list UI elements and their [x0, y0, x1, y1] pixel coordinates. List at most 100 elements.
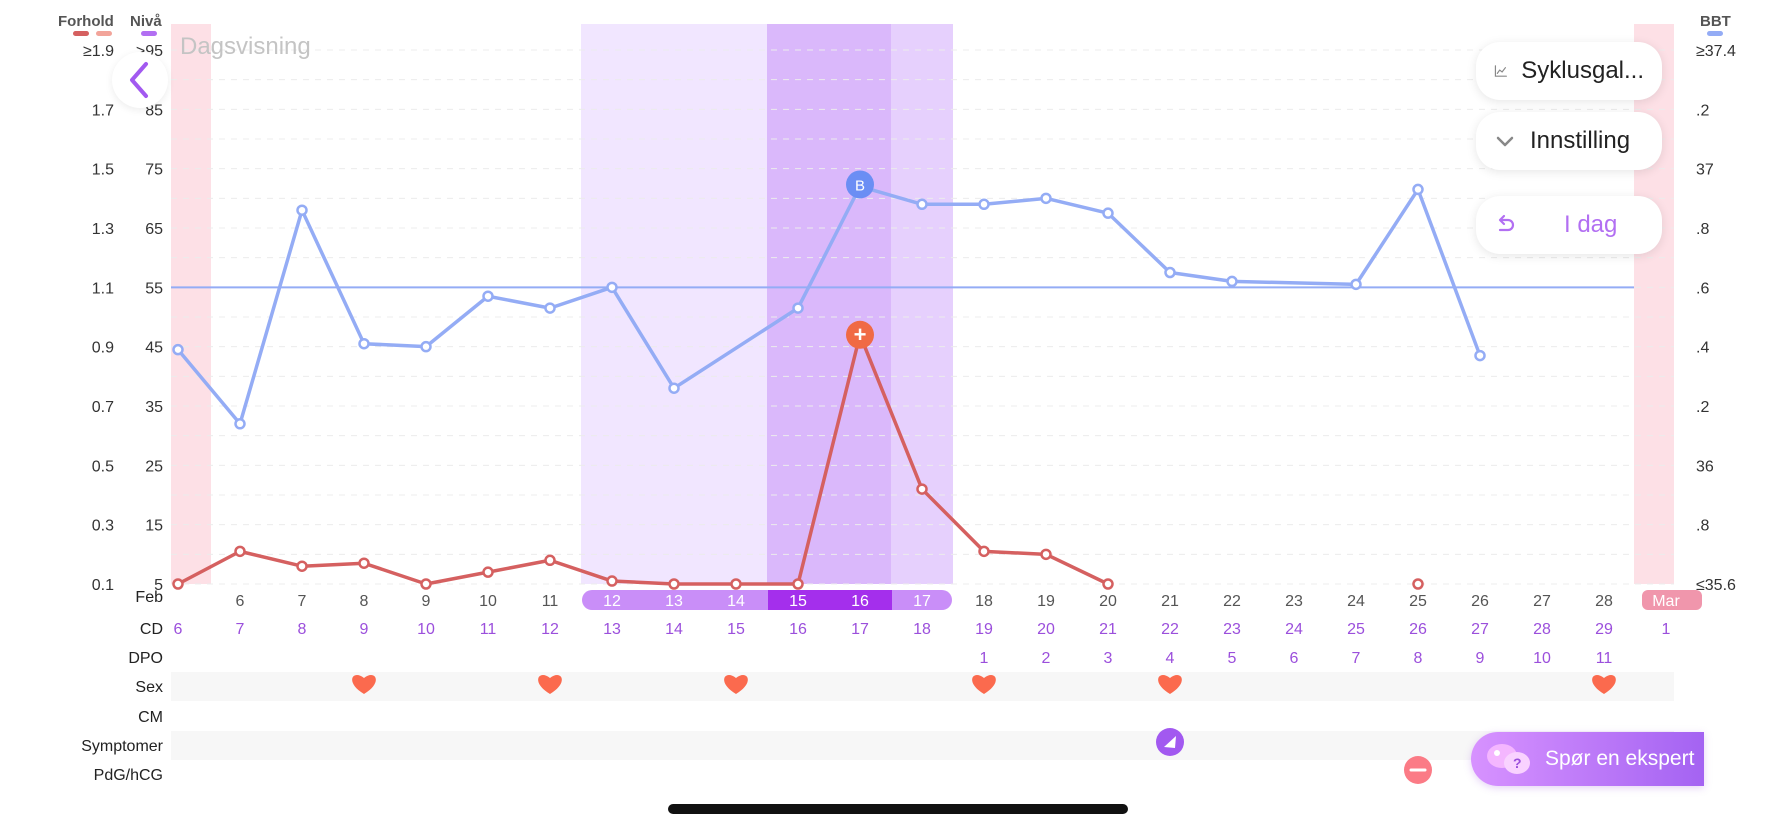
heart-icon	[972, 675, 996, 694]
dpo-label: 5	[1228, 650, 1237, 667]
bbt-header: BBT	[1700, 13, 1731, 30]
level-tick-label: 35	[145, 399, 163, 416]
date-label: 15	[789, 593, 807, 610]
ratio-tick-label: 1.1	[92, 280, 114, 297]
ratio-point	[358, 557, 370, 569]
date-label: 6	[236, 593, 245, 610]
cycle-day-label: 6	[174, 621, 183, 638]
cycle-day-label: 23	[1223, 621, 1241, 638]
heart-icon	[1592, 675, 1616, 694]
chevron-left-icon	[130, 62, 148, 98]
bbt-point	[296, 204, 308, 216]
cycle-day-label: 11	[480, 621, 497, 638]
bbt-line	[176, 184, 1482, 426]
heart-icon	[1158, 675, 1182, 694]
date-label: 13	[665, 593, 683, 610]
bbt-point	[1412, 183, 1424, 196]
ratio-point	[482, 566, 494, 578]
ratio-tick-label: 0.3	[92, 518, 114, 535]
row-label-dpo: DPO	[128, 650, 163, 667]
bbt-point	[172, 343, 184, 356]
bbt-tick-label: .2	[1696, 102, 1709, 119]
ratio-point	[730, 578, 742, 590]
today-button[interactable]: I dag	[1476, 196, 1662, 254]
settings-button[interactable]: Innstilling	[1476, 112, 1662, 170]
bbt-point	[916, 198, 928, 211]
bbt-point	[1164, 266, 1176, 279]
ratio-point	[420, 578, 432, 590]
period-band	[1634, 24, 1674, 584]
cycle-day-label: 25	[1347, 621, 1365, 638]
dpo-label: 3	[1104, 650, 1113, 667]
cycle-day-label: 26	[1409, 621, 1427, 638]
ratio-legend-swatch-2	[96, 31, 112, 36]
home-indicator	[668, 804, 1128, 814]
svg-text:?: ?	[1513, 755, 1522, 771]
date-label: 28	[1595, 593, 1613, 610]
bbt-point	[1226, 275, 1238, 288]
cycle-day-label: 28	[1533, 621, 1551, 638]
ratio-point	[296, 560, 308, 572]
level-tick-label: 65	[145, 221, 163, 238]
cycle-day-label: 7	[236, 621, 245, 638]
cycle-day-label: 15	[727, 621, 745, 638]
cycle-gallery-button[interactable]: Syklusgal...	[1476, 42, 1662, 100]
bbt-tick-label: .8	[1696, 221, 1709, 238]
sex-row-bg	[171, 672, 1674, 701]
bbt-tick-label: ≤35.6	[1696, 577, 1736, 594]
cycle-day-label: 29	[1595, 621, 1613, 638]
level-header: Nivå	[130, 13, 162, 30]
symptom-glyph	[1164, 736, 1176, 748]
bbt-marker-b	[846, 170, 874, 199]
bbt-tick-label: ≥37.4	[1696, 43, 1736, 60]
dpo-label: 11	[1596, 650, 1613, 667]
date-label: 10	[479, 593, 497, 610]
chat-bubbles-icon: ?	[1487, 744, 1530, 774]
ask-expert-button[interactable]: ? Spør en ekspert	[1471, 732, 1704, 786]
date-label: 27	[1533, 593, 1551, 610]
ratio-point	[544, 554, 556, 567]
bbt-tick-label: 37	[1696, 162, 1714, 179]
date-label: 22	[1223, 593, 1241, 610]
back-button[interactable]	[112, 52, 168, 108]
month-start-label: Feb	[135, 589, 163, 606]
view-title: Dagsvisning	[180, 33, 311, 60]
chart-rows: Feb 6 7 8 9 10 11 12 13 14 15 16 17 18 19 20 21 22 23 24 25 2…	[81, 589, 1702, 784]
ratio-point	[172, 578, 184, 590]
ratio-point	[1412, 578, 1424, 590]
cycle-day-label: 16	[789, 621, 807, 638]
bbt-point	[606, 281, 618, 294]
date-label: 18	[975, 593, 993, 610]
row-label-symptomer: Symptomer	[81, 738, 163, 755]
dpo-label: 1	[980, 650, 989, 667]
heart-icon	[724, 675, 748, 694]
chevron-down-icon	[1496, 136, 1514, 147]
peak-pill	[768, 590, 892, 610]
ratio-point	[978, 545, 990, 558]
mar-pill	[1642, 590, 1702, 610]
symptom-row-bg	[171, 731, 1674, 760]
bbt-point	[544, 302, 556, 314]
date-label: 9	[422, 593, 431, 610]
ratio-line	[177, 333, 1109, 586]
dpo-label: 10	[1533, 650, 1551, 667]
date-label: 23	[1285, 593, 1303, 610]
bbt-point	[792, 302, 804, 314]
dpo-label: 9	[1476, 650, 1485, 667]
ratio-tick-label: 0.7	[92, 399, 114, 416]
bbt-tick-label: .6	[1696, 280, 1709, 297]
cycle-gallery-label: Syklusgal...	[1521, 57, 1644, 84]
cycle-day-label: 1	[1662, 621, 1671, 638]
chart-series: B+	[172, 170, 1486, 590]
peak-band	[767, 24, 891, 584]
ratio-tick-label: 0.5	[92, 458, 114, 475]
dpo-label: 6	[1290, 650, 1299, 667]
settings-label: Innstilling	[1530, 127, 1631, 154]
ratio-point	[792, 578, 804, 590]
fertile-tail-band	[891, 24, 953, 584]
cycle-day-label: 10	[417, 621, 435, 638]
bbt-point	[668, 382, 680, 394]
date-label: 25	[1409, 593, 1427, 610]
dpo-label: 4	[1166, 650, 1175, 667]
bbt-point	[1350, 278, 1362, 291]
